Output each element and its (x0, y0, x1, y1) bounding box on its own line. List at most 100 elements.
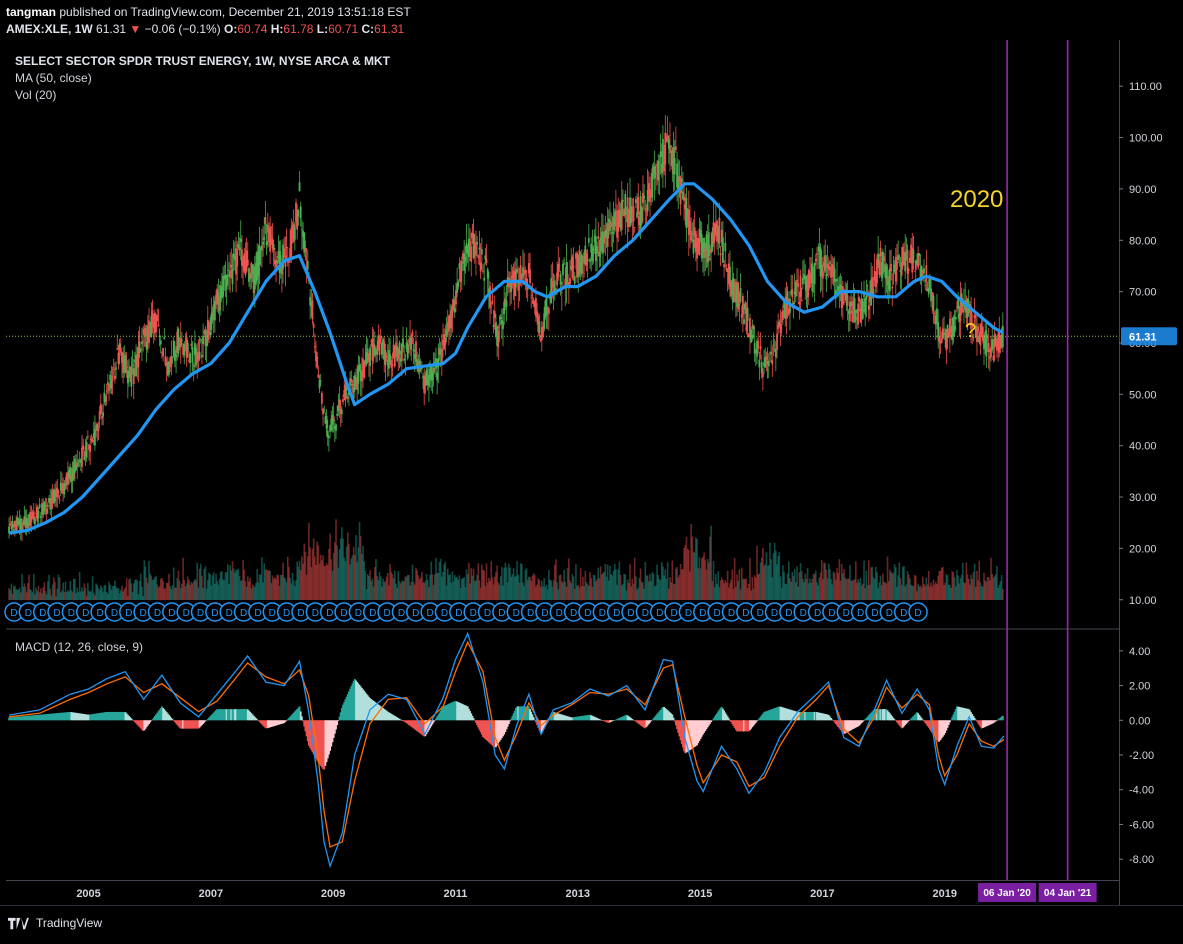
dividend-marker[interactable]: D (406, 602, 426, 622)
macd-histogram-bar (312, 720, 315, 755)
macd-histogram-bar (122, 711, 125, 721)
annotation-question[interactable]: ? (965, 320, 976, 342)
volume-bar (323, 565, 326, 600)
volume-bar (355, 535, 357, 600)
macd-histogram-bar (242, 709, 244, 721)
dividend-marker[interactable]: D (205, 602, 225, 622)
candle-body (25, 518, 28, 526)
tradingview-logo[interactable]: TradingView (8, 916, 102, 930)
macd-histogram-bar (829, 716, 831, 721)
macd-histogram-bar (692, 720, 695, 748)
dividend-marker[interactable]: D (578, 602, 598, 622)
macd-histogram-bar (339, 712, 342, 721)
volume-bar (504, 562, 507, 600)
volume-bar (317, 545, 320, 600)
candle-body (530, 296, 533, 298)
macd-histogram-bar (552, 712, 555, 721)
macd-histogram-bar (375, 702, 377, 721)
volume-bar (745, 578, 748, 600)
macd-histogram-bar (988, 720, 991, 725)
time-tick-label: 2019 (932, 888, 956, 900)
macd-histogram-bar (495, 720, 497, 747)
dividend-marker[interactable]: D (879, 602, 900, 622)
author-name[interactable]: tangman (6, 5, 57, 19)
volume-bar (376, 575, 378, 600)
macd-histogram-bar (498, 720, 501, 742)
candle-body (660, 163, 663, 174)
volume-bar (730, 579, 732, 600)
candle-body (70, 474, 73, 482)
macd-histogram-bar (497, 720, 500, 744)
volume-bar (850, 580, 852, 600)
macd-histogram-bar (201, 720, 203, 726)
dividend-marker[interactable]: D (592, 602, 613, 622)
macd-histogram-bar (342, 704, 344, 721)
candle-body (283, 248, 286, 256)
dividend-marker[interactable]: D (908, 602, 928, 622)
vol-legend[interactable]: Vol (20) (15, 88, 57, 102)
volume-bar (751, 576, 754, 600)
macd-signal-line[interactable] (9, 640, 1005, 848)
candle-body (918, 253, 921, 257)
volume-bar (1002, 588, 1004, 600)
macd-histogram-bar (209, 716, 212, 721)
macd-histogram-bar (94, 713, 96, 721)
dividend-marker[interactable]: D (463, 602, 483, 622)
volume-bar (598, 578, 601, 600)
candle-body (382, 339, 384, 345)
annotation-2020[interactable]: 2020 (950, 186, 1003, 213)
candle-body (243, 253, 246, 272)
volume-bar (250, 588, 253, 600)
dividend-marker[interactable]: D (535, 602, 555, 622)
volume-bar (778, 552, 781, 600)
series-title[interactable]: SELECT SECTOR SPDR TRUST ENERGY, 1W, NYS… (15, 54, 390, 68)
candle-body (550, 278, 553, 303)
candle-body (311, 300, 314, 320)
dividend-marker[interactable]: D (176, 602, 196, 622)
macd-legend[interactable]: MACD (12, 26, close, 9) (15, 640, 144, 654)
candle-body (517, 281, 520, 291)
volume-bar (853, 579, 856, 600)
candle-body (213, 300, 216, 321)
candle-body (355, 377, 357, 383)
candle-body (622, 200, 624, 202)
macd-histogram-bar (722, 708, 724, 721)
volume-bar (37, 585, 40, 600)
ma50-line[interactable] (8, 182, 1004, 535)
candle-body (310, 301, 313, 307)
volume-bar (791, 571, 794, 600)
volume-bar (735, 587, 737, 600)
volume-bar (331, 570, 334, 600)
macd-histogram-bar (638, 720, 641, 725)
volume-bar (839, 580, 842, 600)
candle-body (443, 334, 446, 350)
dividend-marker[interactable]: D (76, 602, 96, 622)
volume-bar (629, 564, 631, 600)
macd-histogram-bar (543, 720, 546, 729)
volume-bar (638, 577, 641, 600)
symbol-label[interactable]: AMEX:XLE, 1W (6, 22, 93, 36)
macd-histogram-bar (953, 711, 956, 721)
volume-bar (827, 563, 830, 600)
volume-bar (833, 572, 836, 600)
candle-body (210, 314, 213, 331)
close-value: 61.31 (374, 22, 405, 36)
volume-bar (175, 587, 177, 600)
dividend-marker[interactable]: D (635, 602, 656, 622)
candle-body (343, 390, 346, 397)
candle-body (94, 428, 96, 446)
candle-body (956, 306, 958, 308)
candle-body (860, 298, 863, 311)
macd-line[interactable] (8, 631, 1005, 869)
ma-legend[interactable]: MA (50, close) (15, 71, 92, 85)
macd-histogram-bar (205, 720, 208, 721)
candle-body (813, 263, 816, 285)
candle-body (864, 298, 867, 315)
macd-histogram-bar (807, 711, 810, 721)
volume-bar (453, 575, 456, 600)
volume-bar (310, 567, 313, 600)
macd-histogram-bar (911, 717, 914, 721)
macd-histogram-bar (51, 713, 54, 721)
macd-histogram-bar (627, 716, 630, 721)
